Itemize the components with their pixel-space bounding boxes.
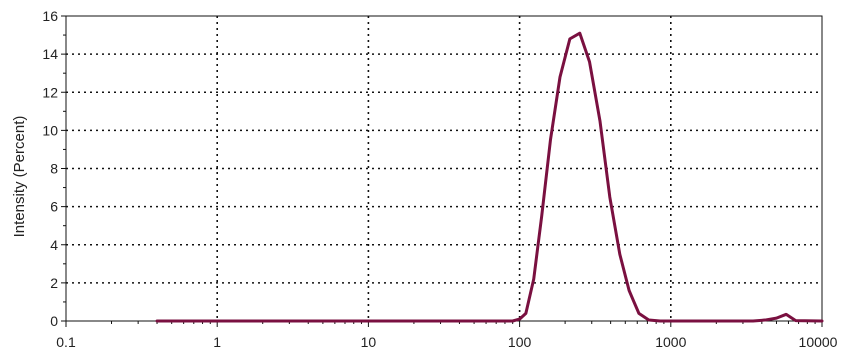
x-tick-label: 10000 xyxy=(799,334,838,350)
y-tick-label: 4 xyxy=(50,237,58,253)
x-tick-label: 10 xyxy=(361,334,377,350)
y-tick-label: 0 xyxy=(50,313,58,329)
x-tick-label: 0.1 xyxy=(56,334,76,350)
y-axis-title: Intensity (Percent) xyxy=(11,116,28,238)
y-tick-label: 10 xyxy=(42,122,58,138)
y-tick-label: 8 xyxy=(50,161,58,177)
x-tick-label: 1000 xyxy=(655,334,686,350)
y-tick-label: 14 xyxy=(42,46,58,62)
series-layer xyxy=(155,31,824,323)
y-tick-label: 12 xyxy=(42,84,58,100)
x-tick-label: 100 xyxy=(508,334,532,350)
series-line xyxy=(155,31,824,323)
axis-ticks xyxy=(61,15,823,327)
grid xyxy=(66,16,822,321)
y-tick-label: 2 xyxy=(50,275,58,291)
y-tick-label: 6 xyxy=(50,199,58,215)
x-tick-label: 1 xyxy=(213,334,221,350)
y-tick-label: 16 xyxy=(42,8,58,24)
tick-labels: 0 2 4 6 8 10 12 14 16 0.1 1 10 100 1000 10000 xyxy=(42,8,837,350)
